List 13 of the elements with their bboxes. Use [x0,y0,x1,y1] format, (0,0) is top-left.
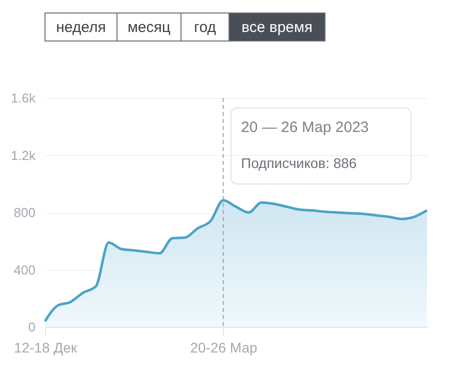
x-tick-label: 20-26 Мар [190,340,258,356]
y-tick-label: 1.6k [10,90,36,106]
annotation: Подписчиков: 886 [241,155,357,171]
text: неделя [56,19,106,36]
y-tick-label: 0 [28,320,36,334]
text: год [194,19,216,36]
annotation: 20 — 26 Мар 2023 [241,119,369,136]
y-tick-label: 1.2k [10,148,36,163]
text: все время [242,19,312,36]
text: месяц [128,19,171,36]
y-tick-label: 800 [14,205,36,220]
x-tick-label: 12-18 Дек [14,340,78,356]
y-tick-label: 400 [14,262,36,278]
